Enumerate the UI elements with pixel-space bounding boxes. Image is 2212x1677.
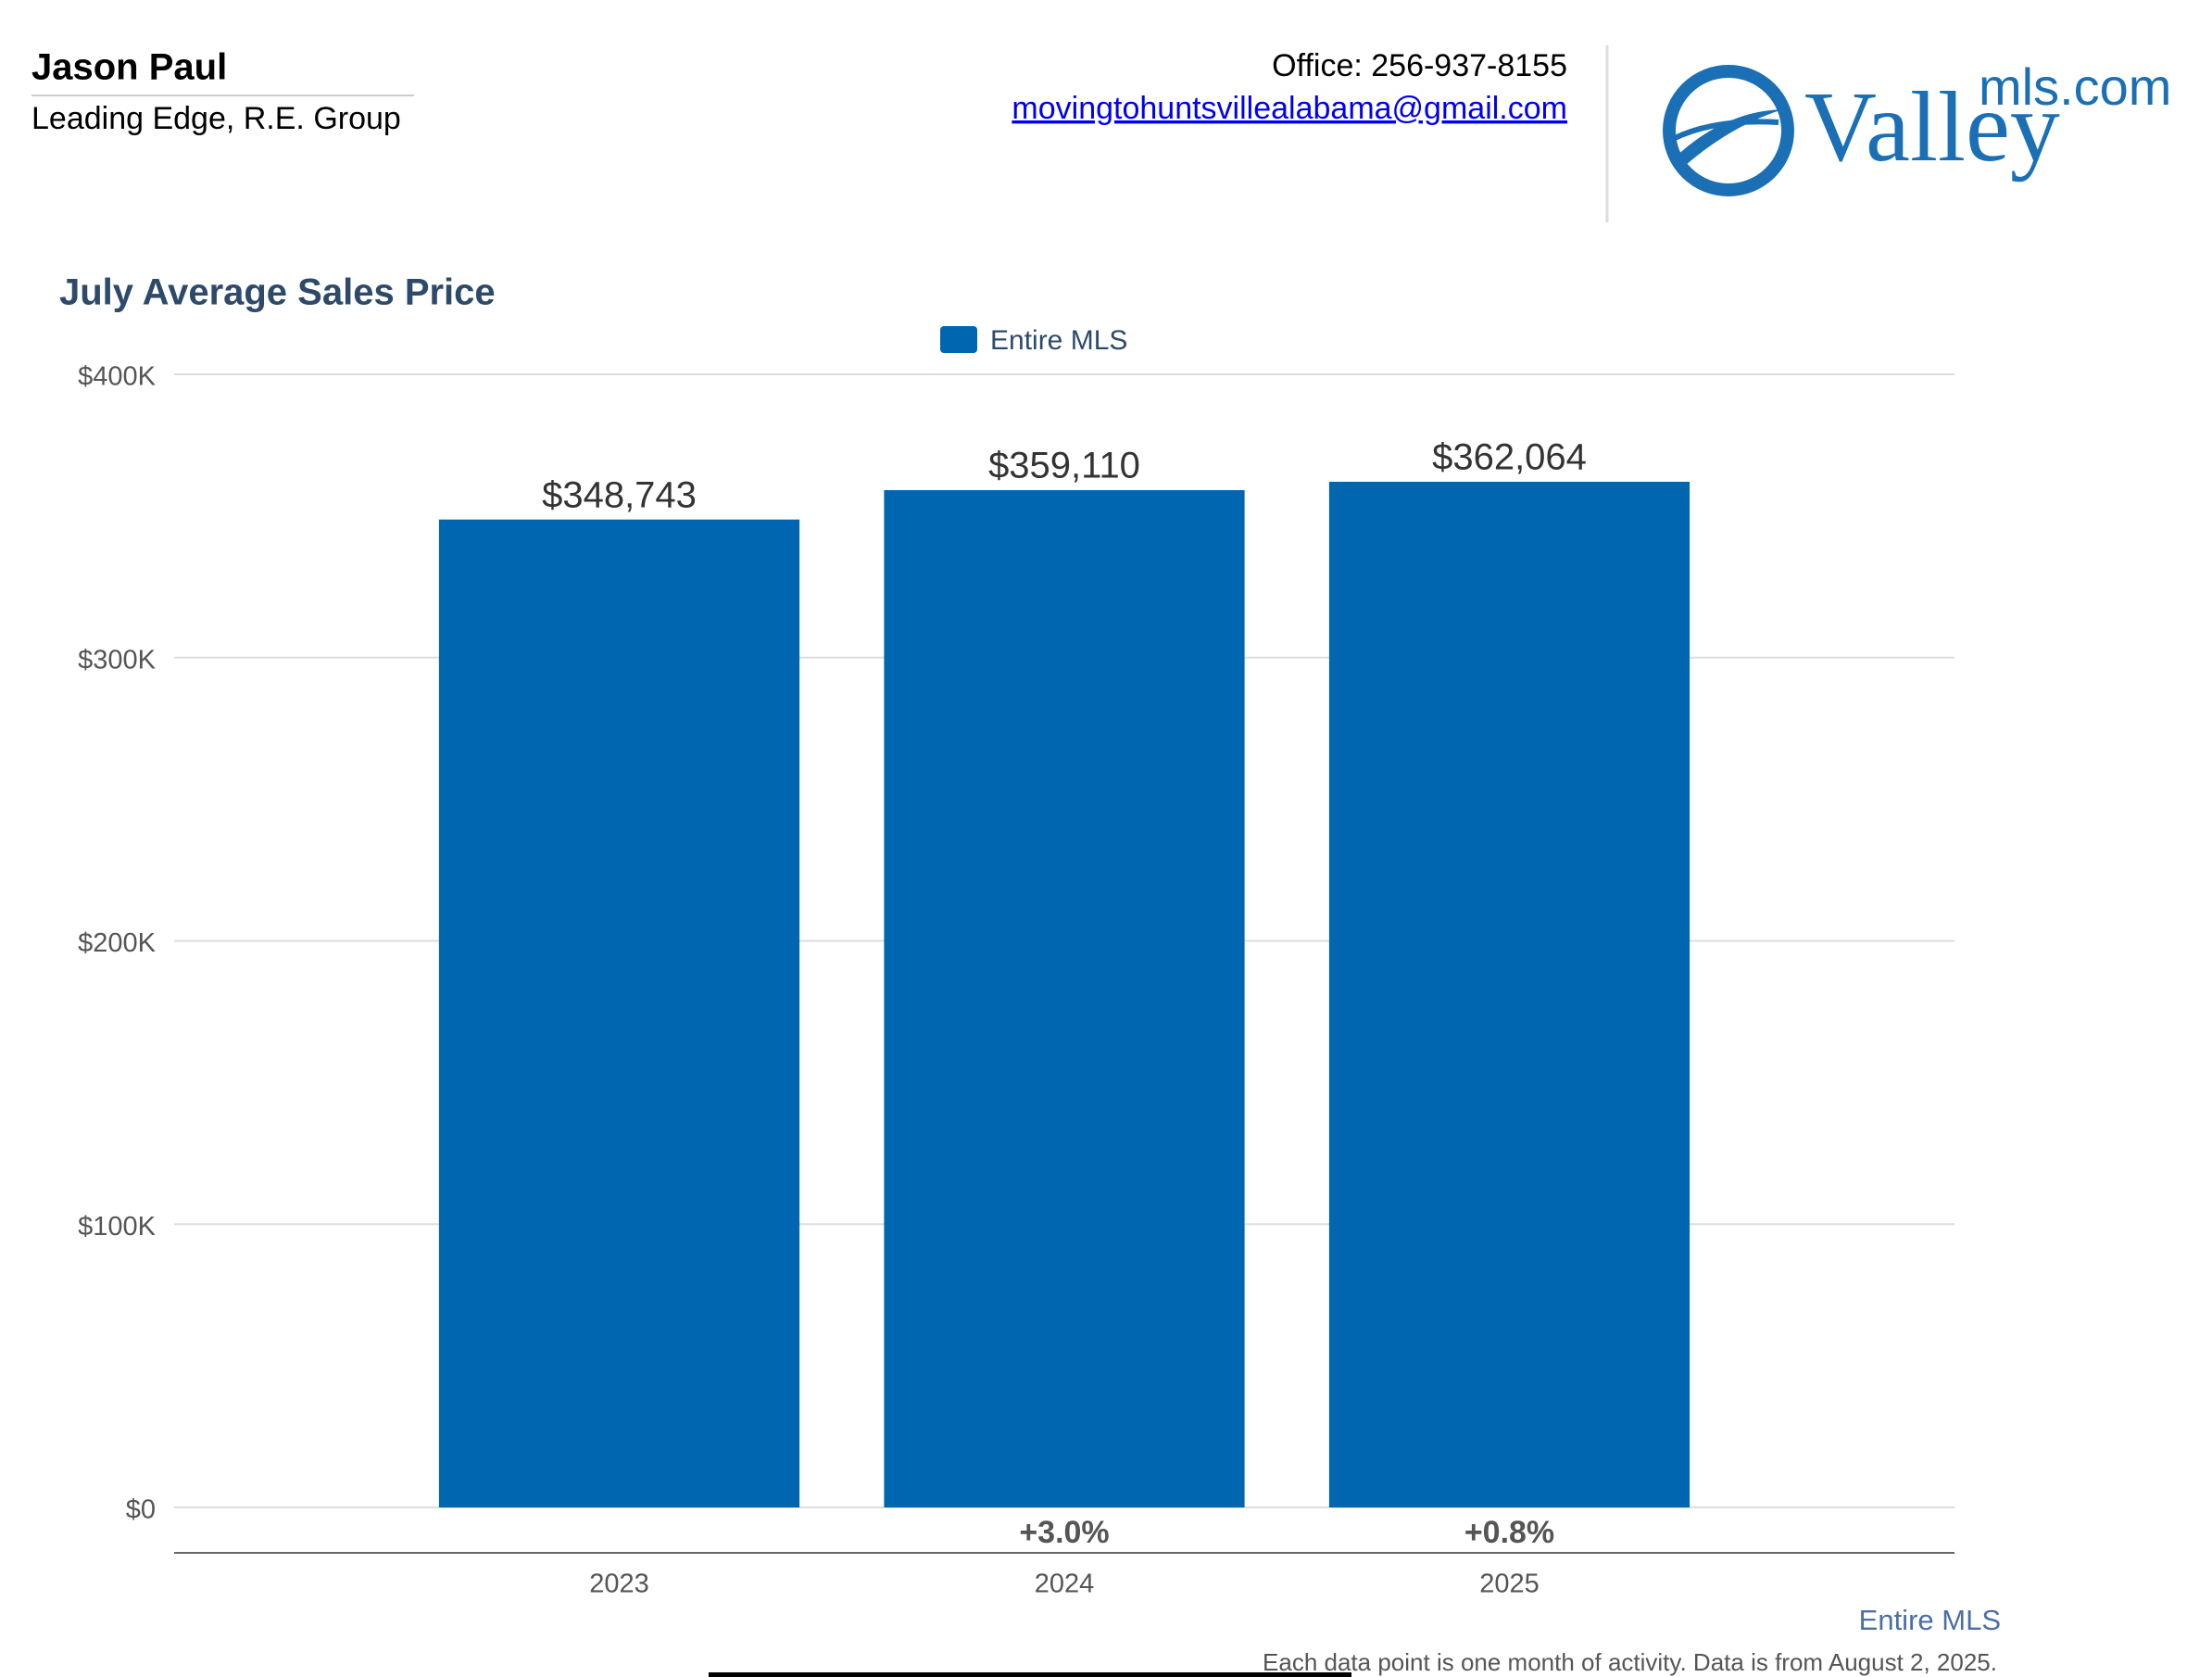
logo-main: Valley bbox=[1804, 72, 2060, 183]
office-phone: Office: 256-937-8155 bbox=[1272, 48, 1567, 83]
legend-label: Entire MLS bbox=[990, 325, 1127, 356]
logo-swoosh bbox=[1673, 109, 1783, 165]
bar bbox=[884, 490, 1245, 1507]
logo-suffix: mls.com bbox=[1979, 57, 2171, 116]
footnote: Each data point is one month of activity… bbox=[1263, 1648, 1997, 1676]
agent-name: Jason Paul bbox=[31, 47, 227, 88]
bar bbox=[438, 519, 800, 1507]
logo-swoosh-line bbox=[1671, 119, 1779, 142]
y-tick-label: $300K bbox=[78, 645, 157, 675]
source-label: Entire MLS bbox=[1859, 1604, 2001, 1636]
y-tick-label: $100K bbox=[78, 1212, 157, 1242]
change-label: +3.0% bbox=[1019, 1515, 1109, 1550]
change-label: +0.8% bbox=[1464, 1515, 1554, 1550]
chart-title: July Average Sales Price bbox=[59, 272, 496, 313]
scroll-indicator bbox=[709, 1672, 1351, 1677]
y-tick-label: $400K bbox=[78, 362, 157, 392]
y-tick-label: $0 bbox=[126, 1495, 156, 1525]
x-tick-label: 2024 bbox=[1035, 1570, 1095, 1599]
legend-swatch bbox=[940, 326, 977, 353]
x-tick-label: 2023 bbox=[589, 1570, 649, 1599]
logo-circle bbox=[1663, 65, 1794, 196]
x-tick-label: 2025 bbox=[1479, 1570, 1540, 1599]
value-label: $359,110 bbox=[988, 446, 1140, 486]
bar bbox=[1328, 481, 1690, 1508]
logo: Valley mls.com bbox=[1663, 57, 2171, 196]
y-tick-label: $200K bbox=[78, 928, 157, 958]
agent-company: Leading Edge, R.E. Group bbox=[31, 101, 401, 136]
value-label: $348,743 bbox=[542, 474, 697, 515]
email-link[interactable]: movingtohuntsvillealabama@gmail.com bbox=[1012, 91, 1567, 126]
value-label: $362,064 bbox=[1432, 437, 1587, 478]
